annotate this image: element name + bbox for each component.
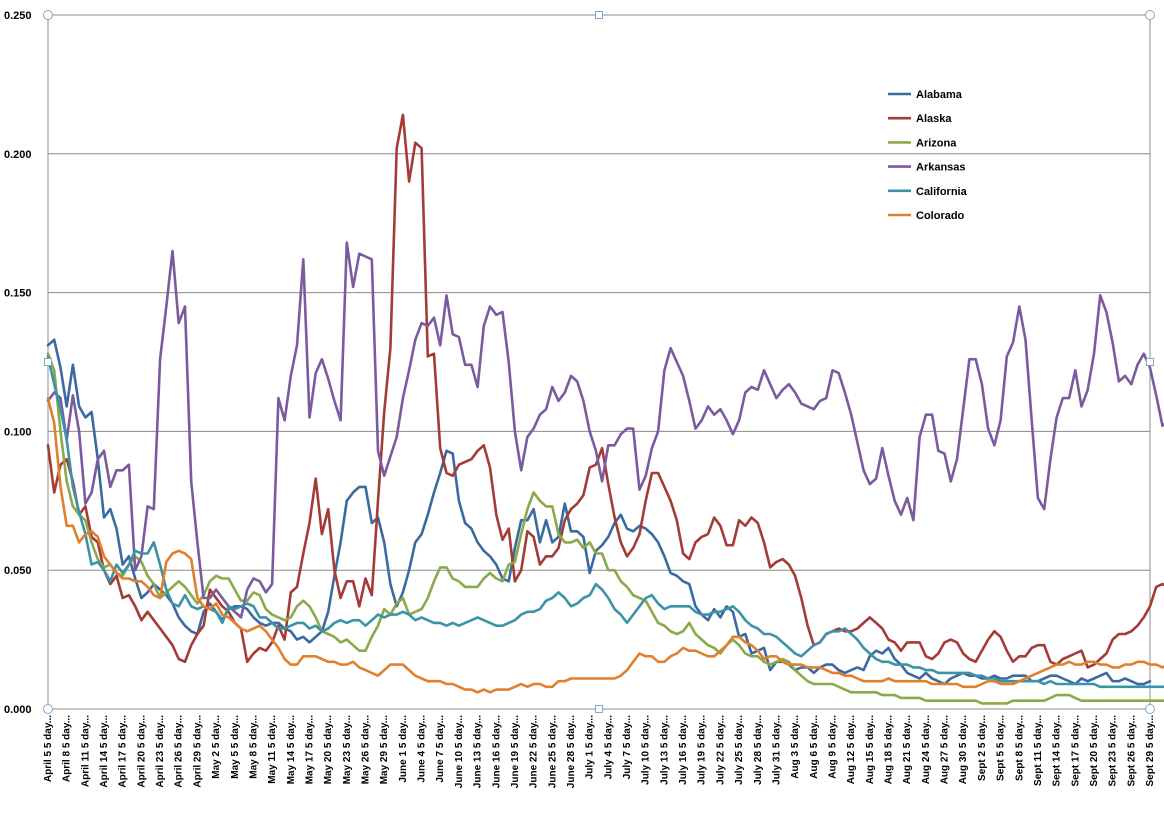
x-tick-label: May 5 5 day... bbox=[230, 715, 241, 779]
x-tick-label: Sept 8 5 day... bbox=[1014, 715, 1025, 781]
x-tick-label: Sept 23 5 day... bbox=[1108, 715, 1119, 787]
x-tick-label: June 19 5 day... bbox=[510, 715, 521, 788]
x-tick-label: July 22 5 day... bbox=[715, 715, 726, 785]
x-tick-label: June 16 5 day... bbox=[491, 715, 502, 788]
x-tick-label: June 22 5 day... bbox=[529, 715, 540, 788]
x-tick-label: July 31 5 day... bbox=[771, 715, 782, 785]
y-tick-label: 0.000 bbox=[4, 704, 32, 716]
selection-handles[interactable] bbox=[43, 10, 1155, 714]
x-tick-label: June 28 5 day... bbox=[566, 715, 577, 788]
corner-resize-handle[interactable] bbox=[43, 704, 53, 714]
x-tick-label: July 4 5 day... bbox=[603, 715, 614, 780]
x-tick-label: May 14 5 day... bbox=[286, 715, 297, 785]
x-tick-label: April 11 5 day... bbox=[80, 715, 91, 787]
y-tick-label: 0.050 bbox=[4, 565, 32, 577]
x-tick-label: May 17 5 day... bbox=[304, 715, 315, 785]
x-tick-label: June 7 5 day... bbox=[435, 715, 446, 783]
x-tick-label: July 25 5 day... bbox=[734, 715, 745, 785]
x-tick-label: Sept 11 5 day... bbox=[1033, 715, 1044, 786]
x-tick-label: July 10 5 day... bbox=[641, 715, 652, 785]
x-tick-label: Sept 2 5 day... bbox=[977, 715, 988, 781]
x-tick-label: July 19 5 day... bbox=[697, 715, 708, 785]
x-tick-label: April 5 5 day... bbox=[43, 715, 54, 782]
x-tick-label: April 26 5 day... bbox=[174, 715, 185, 788]
legend-label: Arkansas bbox=[916, 162, 966, 174]
x-tick-label: Sept 14 5 day... bbox=[1052, 715, 1063, 787]
side-resize-handle[interactable] bbox=[44, 358, 52, 366]
x-tick-label: Aug 18 5 day... bbox=[884, 715, 895, 785]
x-tick-label: June 10 5 day... bbox=[454, 715, 465, 788]
x-tick-label: Aug 21 5 day... bbox=[902, 715, 913, 785]
x-tick-label: Sept 26 5 day... bbox=[1126, 715, 1137, 787]
legend-label: Alaska bbox=[916, 113, 952, 125]
x-tick-label: Sept 20 5 day... bbox=[1089, 715, 1100, 787]
y-tick-label: 0.100 bbox=[4, 426, 32, 438]
x-tick-label: May 11 5 day... bbox=[267, 715, 278, 784]
x-tick-label: Sept 29 5 day... bbox=[1145, 715, 1156, 787]
x-tick-label: Aug 9 5 day... bbox=[827, 715, 838, 779]
side-resize-handle[interactable] bbox=[595, 705, 603, 713]
x-tick-label: April 20 5 day... bbox=[136, 715, 147, 788]
x-tick-label: Aug 3 5 day... bbox=[790, 715, 801, 779]
x-tick-label: May 20 5 day... bbox=[323, 715, 334, 785]
legend-label: Alabama bbox=[916, 89, 963, 101]
x-tick-label: June 25 5 day... bbox=[547, 715, 558, 788]
x-tick-label: Sept 5 5 day... bbox=[996, 715, 1007, 781]
side-resize-handle[interactable] bbox=[1146, 358, 1154, 366]
series-line-arizona bbox=[46, 352, 1164, 705]
x-tick-label: April 29 5 day... bbox=[192, 715, 203, 788]
y-tick-label: 0.150 bbox=[4, 288, 32, 300]
corner-resize-handle[interactable] bbox=[1145, 10, 1155, 20]
x-tick-label: May 23 5 day... bbox=[342, 715, 353, 785]
series-line-alaska bbox=[46, 113, 1164, 669]
y-tick-label: 0.200 bbox=[4, 149, 32, 161]
x-tick-label: April 17 5 day... bbox=[118, 715, 129, 788]
x-tick-label: July 1 5 day... bbox=[585, 715, 596, 780]
x-tick-label: Aug 24 5 day... bbox=[921, 715, 932, 785]
y-tick-label: 0.250 bbox=[4, 10, 32, 22]
x-tick-label: June 1 5 day... bbox=[398, 715, 409, 783]
legend-label: California bbox=[916, 186, 968, 198]
x-tick-label: May 8 5 day... bbox=[248, 715, 259, 779]
x-tick-label: April 23 5 day... bbox=[155, 715, 166, 788]
x-tick-label: Aug 30 5 day... bbox=[958, 715, 969, 785]
series-line-alabama bbox=[46, 338, 1152, 686]
side-resize-handle[interactable] bbox=[595, 11, 603, 19]
series-line-colorado bbox=[46, 396, 1164, 694]
x-tick-label: July 13 5 day... bbox=[659, 715, 670, 785]
x-tick-label: July 28 5 day... bbox=[753, 715, 764, 785]
corner-resize-handle[interactable] bbox=[43, 10, 53, 20]
series-line-california bbox=[46, 355, 1164, 689]
x-tick-label: Aug 15 5 day... bbox=[865, 715, 876, 785]
legend-label: Colorado bbox=[916, 210, 965, 222]
x-tick-label: April 8 5 day... bbox=[62, 715, 73, 782]
x-tick-label: Aug 12 5 day... bbox=[846, 715, 857, 785]
y-axis: 0.000 0.050 0.100 0.150 0.200 0.250 bbox=[4, 10, 32, 716]
x-tick-label: Sept 17 5 day... bbox=[1070, 715, 1081, 787]
series-lines bbox=[46, 113, 1164, 705]
corner-resize-handle[interactable] bbox=[1145, 704, 1155, 714]
x-tick-label: July 7 5 day... bbox=[622, 715, 633, 780]
legend: Alabama Alaska Arizona Arkansas California Co… bbox=[888, 89, 968, 222]
x-tick-label: Aug 27 5 day... bbox=[940, 715, 951, 785]
x-tick-label: May 26 5 day... bbox=[361, 715, 372, 785]
x-tick-label: April 14 5 day... bbox=[99, 715, 110, 788]
legend-label: Arizona bbox=[916, 137, 957, 149]
x-tick-label: Aug 6 5 day... bbox=[809, 715, 820, 779]
x-tick-label: June 13 5 day... bbox=[473, 715, 484, 788]
x-tick-label: May 29 5 day... bbox=[379, 715, 390, 785]
x-tick-label: May 2 5 day... bbox=[211, 715, 222, 779]
x-axis: April 5 5 day... April 8 5 day... April 11… bbox=[43, 715, 1164, 788]
x-tick-label: July 16 5 day... bbox=[678, 715, 689, 785]
x-tick-label: June 4 5 day... bbox=[417, 715, 428, 783]
